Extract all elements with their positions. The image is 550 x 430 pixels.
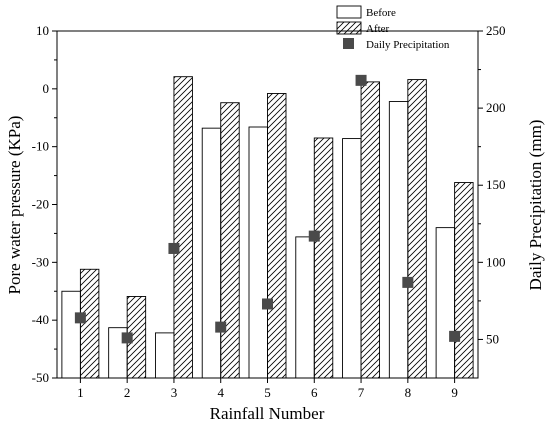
y-tick-label: -30 [32, 254, 49, 269]
bar-before-7 [342, 138, 362, 379]
x-tick-label: 2 [124, 385, 131, 400]
bar-before-9 [435, 227, 456, 379]
precip-point-3 [168, 242, 180, 254]
precip-point-1 [74, 312, 86, 324]
y-tick-label: -50 [32, 370, 49, 385]
y2-tick-label: 250 [486, 23, 506, 38]
bar-after-7 [360, 81, 381, 379]
y-axis-title: Pore water pressure (KPa) [5, 116, 24, 295]
y-tick-label: 0 [43, 81, 50, 96]
y2-tick-label: 150 [486, 177, 506, 192]
legend-label-precipitation: Daily Precipitation [366, 39, 450, 51]
x-tick-label: 6 [311, 385, 318, 400]
x-tick-label: 1 [77, 385, 84, 400]
legend-label-before: Before [366, 7, 396, 19]
y2-tick-label: 100 [486, 254, 506, 269]
bar-after-5 [267, 93, 287, 379]
bar-after-6 [313, 137, 334, 379]
chart-marks [61, 74, 474, 379]
legend-label-after: After [366, 23, 390, 35]
x-axis-title: Rainfall Number [210, 404, 325, 423]
bar-before-1 [61, 290, 81, 379]
bar-before-8 [388, 101, 409, 379]
y-tick-label: -40 [32, 312, 49, 327]
x-tick-label: 5 [264, 385, 271, 400]
y2-axis-title: Daily Precipitation (mm) [526, 120, 545, 291]
y2-tick-label: 200 [486, 100, 506, 115]
precip-point-6 [308, 230, 320, 242]
y2-tick-label: 50 [486, 331, 499, 346]
x-tick-label: 7 [358, 385, 365, 400]
precip-point-9 [449, 330, 461, 342]
precip-point-4 [215, 321, 227, 333]
x-tick-label: 4 [217, 385, 224, 400]
precip-point-2 [121, 332, 133, 344]
y-tick-label: 10 [36, 23, 49, 38]
bar-before-5 [248, 126, 268, 379]
legend-swatch-before [336, 5, 362, 19]
bar-after-3 [173, 76, 193, 379]
legend: Before After Daily Precipitation [336, 5, 450, 51]
bar-after-8 [407, 79, 427, 379]
y-tick-label: -20 [32, 197, 49, 212]
legend-marker-precipitation [343, 38, 354, 49]
y-tick-label: -10 [32, 139, 49, 154]
bar-after-1 [79, 268, 100, 379]
bar-before-4 [201, 127, 222, 379]
x-tick-label: 3 [171, 385, 178, 400]
bar-before-6 [295, 236, 315, 379]
x-tick-label: 9 [451, 385, 458, 400]
precip-point-7 [355, 74, 367, 86]
legend-swatch-after [336, 21, 362, 35]
precip-point-8 [402, 276, 414, 288]
bar-before-3 [154, 332, 175, 379]
x-tick-label: 8 [405, 385, 412, 400]
bar-after-4 [220, 102, 240, 379]
bar-after-9 [454, 182, 474, 379]
precip-point-5 [262, 298, 273, 310]
